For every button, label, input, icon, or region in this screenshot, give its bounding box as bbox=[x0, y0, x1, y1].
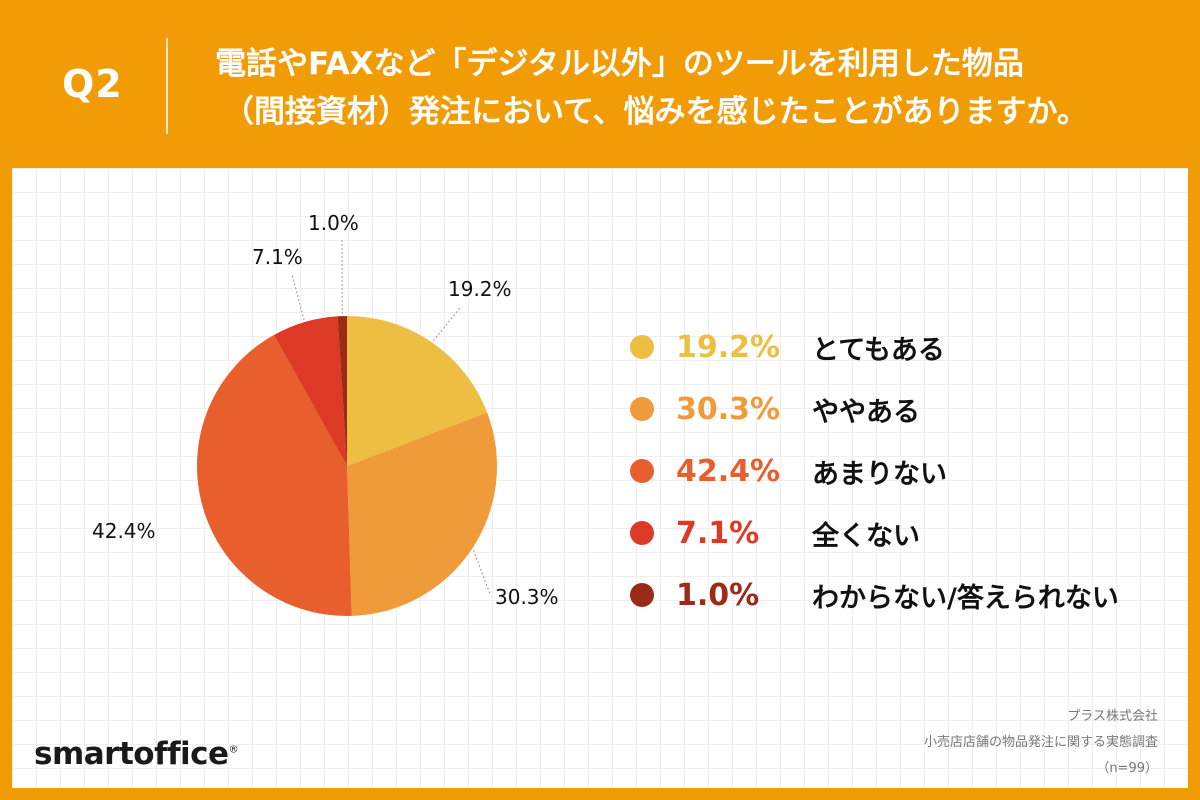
legend-item: 42.4% あまりない bbox=[630, 440, 1119, 502]
question-title-line2: （間接資材）発注において、悩みを感じたことがありますか。 bbox=[223, 94, 1088, 130]
slice-data-label: 7.1% bbox=[252, 245, 303, 269]
legend-swatch bbox=[630, 459, 654, 483]
registered-mark: ® bbox=[228, 744, 239, 756]
source-sample: （n=99） bbox=[1096, 761, 1158, 776]
legend-percent: 42.4% bbox=[676, 453, 781, 489]
smartoffice-logo: smartoffice® bbox=[34, 736, 239, 772]
slice-data-label: 19.2% bbox=[448, 277, 512, 301]
legend: 19.2% とてもある 30.3% ややある 42.4% あまりない 7.1% 全くない 1.0… bbox=[630, 316, 1119, 626]
legend-swatch bbox=[630, 521, 654, 545]
pie-slice bbox=[196, 335, 352, 616]
logo-text: smartoffice bbox=[34, 736, 229, 772]
source-company: プラス株式会社 bbox=[1067, 709, 1158, 724]
pie-slice bbox=[347, 316, 488, 466]
pie-slice bbox=[273, 316, 347, 466]
pie-chart: 19.2% 30.3% 42.4% 7.1%1.0% bbox=[92, 211, 559, 616]
source-survey: 小売店店舗の物品発注に関する実態調査 bbox=[923, 735, 1158, 750]
leader-line bbox=[291, 273, 305, 321]
slice-data-label: 1.0% bbox=[308, 211, 359, 235]
legend-item: 7.1% 全くない bbox=[630, 502, 1119, 564]
legend-item: 19.2% とてもある bbox=[630, 316, 1119, 378]
slice-data-label: 42.4% bbox=[92, 519, 156, 543]
leader-line bbox=[473, 550, 491, 595]
legend-swatch bbox=[630, 583, 654, 607]
legend-percent: 19.2% bbox=[676, 329, 781, 365]
question-number: Q2 bbox=[62, 62, 123, 106]
pie-slice bbox=[347, 412, 498, 616]
legend-label: 全くない bbox=[812, 520, 920, 552]
question-title-line1: 電話やFAXなど「デジタル以外」のツールを利用した物品 bbox=[215, 46, 1024, 82]
legend-label: ややある bbox=[812, 396, 920, 428]
legend-item: 1.0% わからない/答えられない bbox=[630, 564, 1119, 626]
header-divider bbox=[166, 38, 168, 134]
chart-panel: 19.2% 30.3% 42.4% 7.1% 1.0% 19.2% とてもある 30.3% や… bbox=[12, 168, 1188, 788]
legend-label: とてもある bbox=[812, 334, 945, 366]
legend-percent: 1.0% bbox=[676, 577, 760, 613]
slice-data-label: 30.3% bbox=[495, 585, 559, 609]
question-title: 電話やFAXなど「デジタル以外」のツールを利用した物品 （間接資材）発注において… bbox=[215, 40, 1175, 136]
pie-slice bbox=[337, 316, 347, 466]
header: Q2 電話やFAXなど「デジタル以外」のツールを利用した物品 （間接資材）発注に… bbox=[0, 0, 1200, 168]
legend-swatch bbox=[630, 397, 654, 421]
legend-percent: 7.1% bbox=[676, 515, 760, 551]
leader-line bbox=[432, 307, 461, 342]
legend-label: わからない/答えられない bbox=[812, 582, 1119, 614]
legend-label: あまりない bbox=[812, 458, 947, 490]
legend-percent: 30.3% bbox=[676, 391, 781, 427]
legend-item: 30.3% ややある bbox=[630, 378, 1119, 440]
source-note: プラス株式会社 小売店店舗の物品発注に関する実態調査 （n=99） bbox=[924, 704, 1158, 782]
legend-swatch bbox=[630, 335, 654, 359]
